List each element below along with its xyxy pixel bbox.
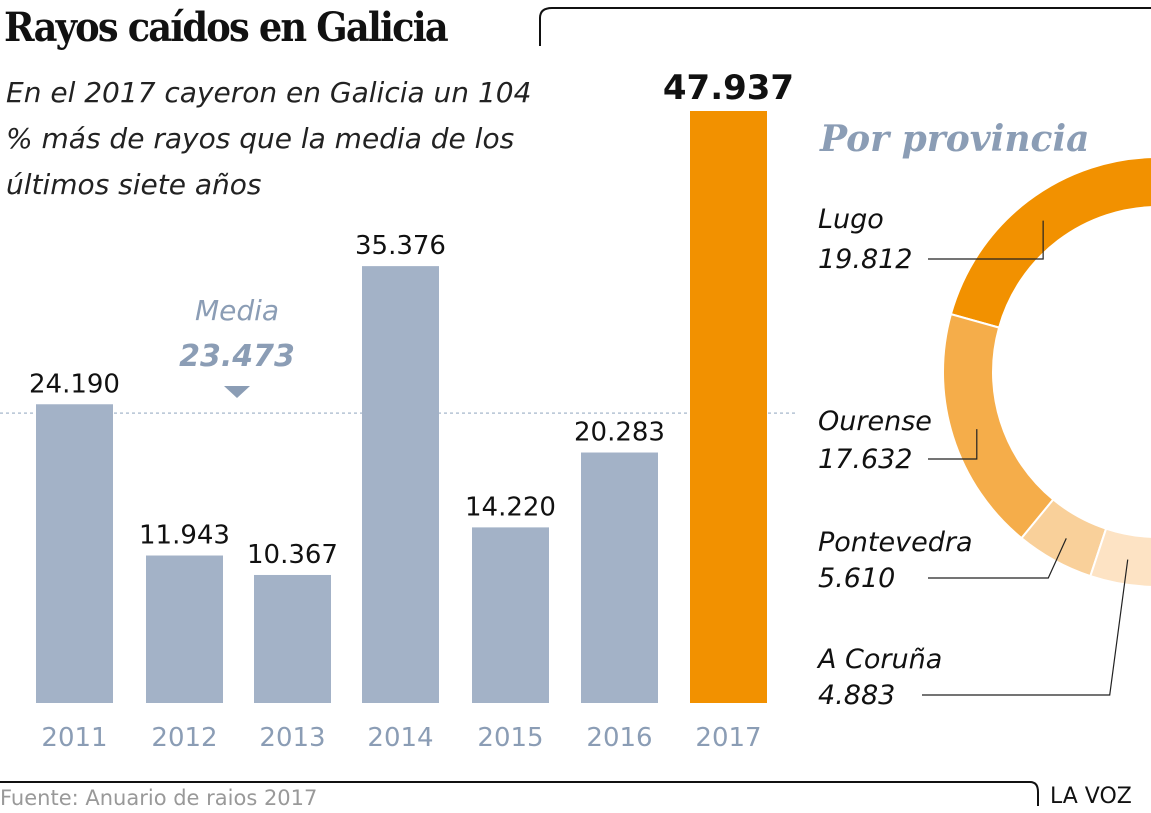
donut-segment-A Coruña bbox=[1089, 527, 1151, 588]
donut-value-label: 19.812 bbox=[818, 244, 912, 275]
bar-value-label: 10.367 bbox=[247, 540, 338, 570]
bar-value-label: 20.283 bbox=[574, 418, 665, 448]
x-tick-label: 2015 bbox=[477, 723, 543, 753]
bar-2014 bbox=[362, 266, 439, 703]
leader-line bbox=[928, 429, 978, 460]
x-tick-label: 2011 bbox=[41, 723, 107, 753]
bar-2011 bbox=[36, 404, 113, 703]
bar-2012 bbox=[146, 555, 223, 703]
donut-category-label: A Coruña bbox=[816, 644, 942, 675]
leader-line bbox=[928, 220, 1044, 260]
x-tick-label: 2013 bbox=[259, 723, 325, 753]
average-value: 23.473 bbox=[179, 339, 295, 374]
bar-value-label: 14.220 bbox=[465, 492, 556, 522]
donut-category-label: Lugo bbox=[818, 204, 884, 235]
bar-2016 bbox=[581, 452, 658, 703]
bar-value-label: 11.943 bbox=[139, 521, 230, 551]
leader-line bbox=[922, 559, 1129, 696]
bar-value-label: 24.190 bbox=[29, 369, 120, 399]
brand-logo: LA VOZ bbox=[1050, 784, 1132, 809]
subtitle: En el 2017 cayeron en Galicia un 104 % m… bbox=[6, 76, 532, 201]
bar-2015 bbox=[472, 527, 549, 703]
footer-frame-line bbox=[0, 781, 1039, 806]
source-note: Fuente: Anuario de raios 2017 bbox=[0, 786, 318, 810]
donut-value-label: 17.632 bbox=[818, 444, 912, 475]
bar-value-label: 35.376 bbox=[355, 231, 446, 261]
donut-value-label: 5.610 bbox=[818, 563, 895, 594]
donut-segment-Lugo bbox=[949, 156, 1151, 329]
x-tick-label: 2016 bbox=[586, 723, 652, 753]
x-tick-label: 2017 bbox=[695, 723, 761, 753]
average-label: Media bbox=[195, 294, 279, 327]
donut-value-label: 4.883 bbox=[818, 680, 895, 711]
bar-2017 bbox=[690, 111, 767, 703]
x-tick-label: 2014 bbox=[367, 723, 433, 753]
bar-value-label: 47.937 bbox=[663, 68, 794, 108]
title-frame-line bbox=[539, 7, 1151, 46]
donut-category-label: Pontevedra bbox=[818, 527, 973, 558]
average-pointer-icon bbox=[224, 386, 250, 398]
donut-category-label: Ourense bbox=[818, 406, 932, 437]
bar-2013 bbox=[254, 574, 331, 703]
x-tick-label: 2012 bbox=[151, 723, 217, 753]
leader-line bbox=[928, 538, 1067, 579]
page-title: Rayos caídos en Galicia bbox=[4, 4, 449, 51]
donut-title: Por provincia bbox=[820, 118, 1090, 160]
donut-segment-Ourense bbox=[942, 312, 1055, 540]
